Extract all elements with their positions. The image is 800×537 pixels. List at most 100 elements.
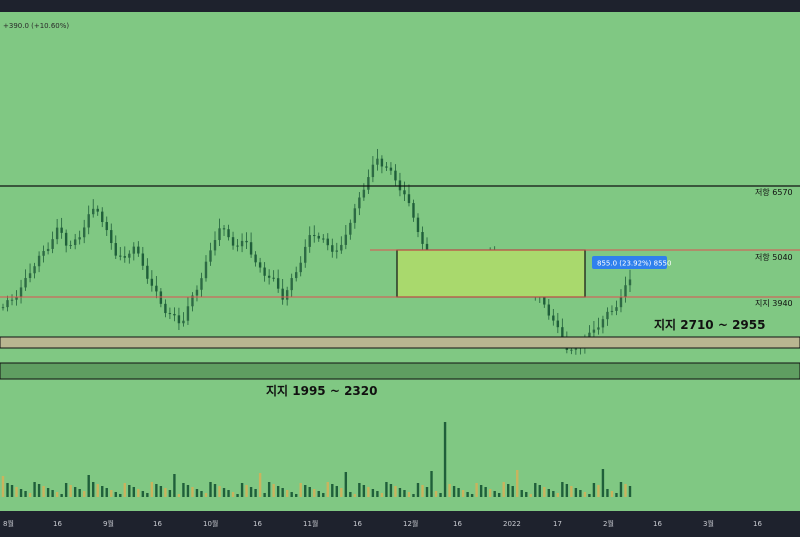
candle-body [60, 228, 62, 233]
candle-body [309, 235, 311, 247]
candle-body [97, 209, 99, 212]
candle-body [358, 198, 360, 209]
volume-bar [399, 488, 401, 497]
support-zone-1995-2320[interactable] [0, 363, 800, 379]
candle-body [421, 232, 423, 244]
volume-bar [268, 482, 270, 497]
volume-bar [101, 486, 103, 497]
label-support-2710-2955: 지지 2710 ~ 2955 [654, 317, 765, 332]
volume-bar [2, 476, 4, 497]
volume-bar [475, 483, 477, 497]
volume-bars [2, 422, 631, 497]
volume-bar [597, 485, 599, 497]
volume-bar [142, 491, 144, 497]
support-zone-2710-2955[interactable] [0, 337, 800, 348]
volume-bar [385, 482, 387, 497]
candle-body [241, 241, 243, 246]
volume-bar [466, 492, 468, 497]
volume-bar [29, 493, 31, 497]
candle-body [304, 247, 306, 263]
volume-bar [218, 486, 220, 497]
x-axis-tick-label: 11월 [303, 519, 318, 528]
volume-bar [15, 487, 17, 497]
volume-bar [611, 491, 613, 497]
candle-body [47, 249, 49, 251]
volume-bar [313, 489, 315, 497]
candle-body [281, 289, 283, 300]
chart-plot-area[interactable]: 저항 6570 저항 5040 지지 3940 지지 2710 ~ 2955 지… [0, 12, 800, 511]
candle-body [160, 291, 162, 303]
volume-bar [525, 492, 527, 497]
volume-bar [223, 488, 225, 497]
candle-body [83, 227, 85, 237]
volume-bar [42, 486, 44, 497]
volume-bar [133, 487, 135, 497]
volume-bar [173, 474, 175, 497]
candle-body [408, 194, 410, 203]
candle-body [155, 286, 157, 292]
x-axis-tick-label: 16 [153, 520, 162, 528]
volume-bar [498, 493, 500, 497]
candle-body [381, 159, 383, 167]
volume-bar [390, 484, 392, 497]
candle-body [227, 229, 229, 237]
volume-bar [340, 488, 342, 497]
volume-bar [453, 486, 455, 497]
x-axis-tick-label: 16 [653, 520, 662, 528]
volume-bar [561, 482, 563, 497]
volume-bar [146, 493, 148, 497]
volume-bar [372, 489, 374, 497]
volume-bar [259, 473, 261, 497]
volume-bar [358, 483, 360, 497]
candle-body [259, 262, 261, 267]
volume-bar [106, 488, 108, 497]
consolidation-box[interactable] [397, 250, 585, 297]
volume-bar [566, 484, 568, 497]
volume-bar [322, 493, 324, 497]
header-change: +390.0 (+10.60%) [3, 22, 69, 30]
candle-body [331, 245, 333, 252]
price-chart-svg[interactable]: 저항 6570 저항 5040 지지 3940 지지 2710 ~ 2955 지… [0, 12, 800, 511]
candle-body [2, 307, 4, 308]
candle-body [106, 222, 108, 230]
volume-bar [227, 490, 229, 497]
x-axis-tick-label: 12월 [403, 519, 418, 528]
volume-bar [38, 484, 40, 497]
volume-bar [615, 493, 617, 497]
volume-bar [557, 493, 559, 497]
candle-body [390, 168, 392, 171]
candle-body [92, 209, 94, 214]
volume-bar [593, 483, 595, 497]
x-axis-tick-label: 3월 [703, 519, 714, 528]
candle-body [620, 297, 622, 307]
candle-body [200, 278, 202, 290]
candle-body [20, 287, 22, 296]
x-axis-tick-label: 16 [753, 520, 762, 528]
candle-body [367, 177, 369, 190]
volume-bar [349, 492, 351, 497]
volume-bar [493, 491, 495, 497]
x-axis-tick-label: 9월 [103, 519, 114, 528]
volume-bar [56, 492, 58, 497]
candle-body [286, 290, 288, 300]
x-axis-tick-label: 16 [53, 520, 62, 528]
volume-bar [290, 492, 292, 497]
volume-bar [430, 471, 432, 497]
candle-body [124, 256, 126, 258]
volume-bar [155, 484, 157, 497]
volume-bar [60, 494, 62, 497]
volume-bar [236, 494, 238, 497]
volume-bar [354, 494, 356, 497]
candle-body [313, 235, 315, 236]
volume-bar [539, 485, 541, 497]
volume-bar [336, 486, 338, 497]
volume-bar [412, 494, 414, 497]
candle-body [151, 279, 153, 286]
volume-bar [88, 475, 90, 497]
volume-bar [200, 491, 202, 497]
volume-bar [295, 494, 297, 497]
volume-bar [575, 488, 577, 497]
candle-body [101, 212, 103, 222]
volume-bar [381, 493, 383, 497]
